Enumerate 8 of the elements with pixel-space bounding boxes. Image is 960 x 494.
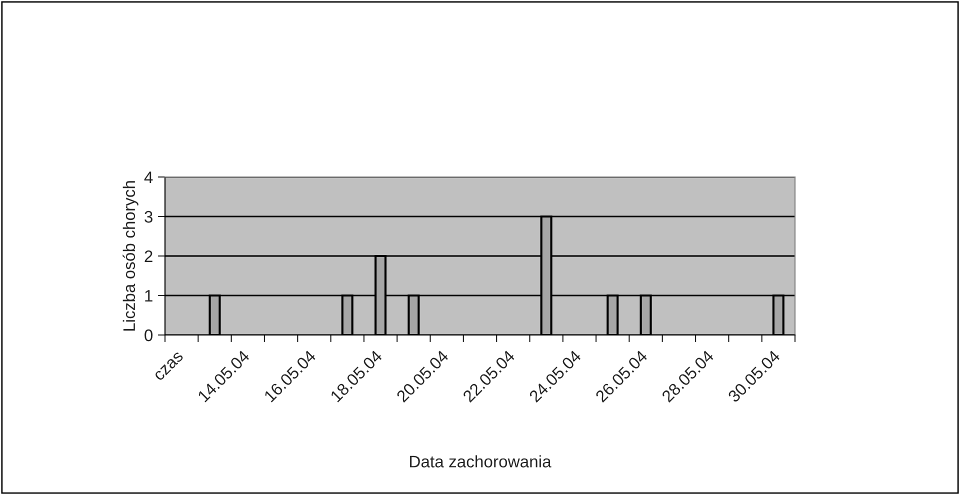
- x-axis-title: Data zachorowania: [410, 455, 552, 468]
- y-axis-title: Liczba osób chorych: [122, 181, 138, 331]
- y-tick-label: 1: [145, 290, 152, 302]
- y-tick-label: 2: [144, 250, 152, 262]
- y-tick-label: 4: [144, 172, 153, 184]
- y-tick-label: 3: [144, 210, 152, 223]
- x-tick-label: czas: [154, 351, 184, 382]
- y-tick-label: 0: [144, 329, 153, 342]
